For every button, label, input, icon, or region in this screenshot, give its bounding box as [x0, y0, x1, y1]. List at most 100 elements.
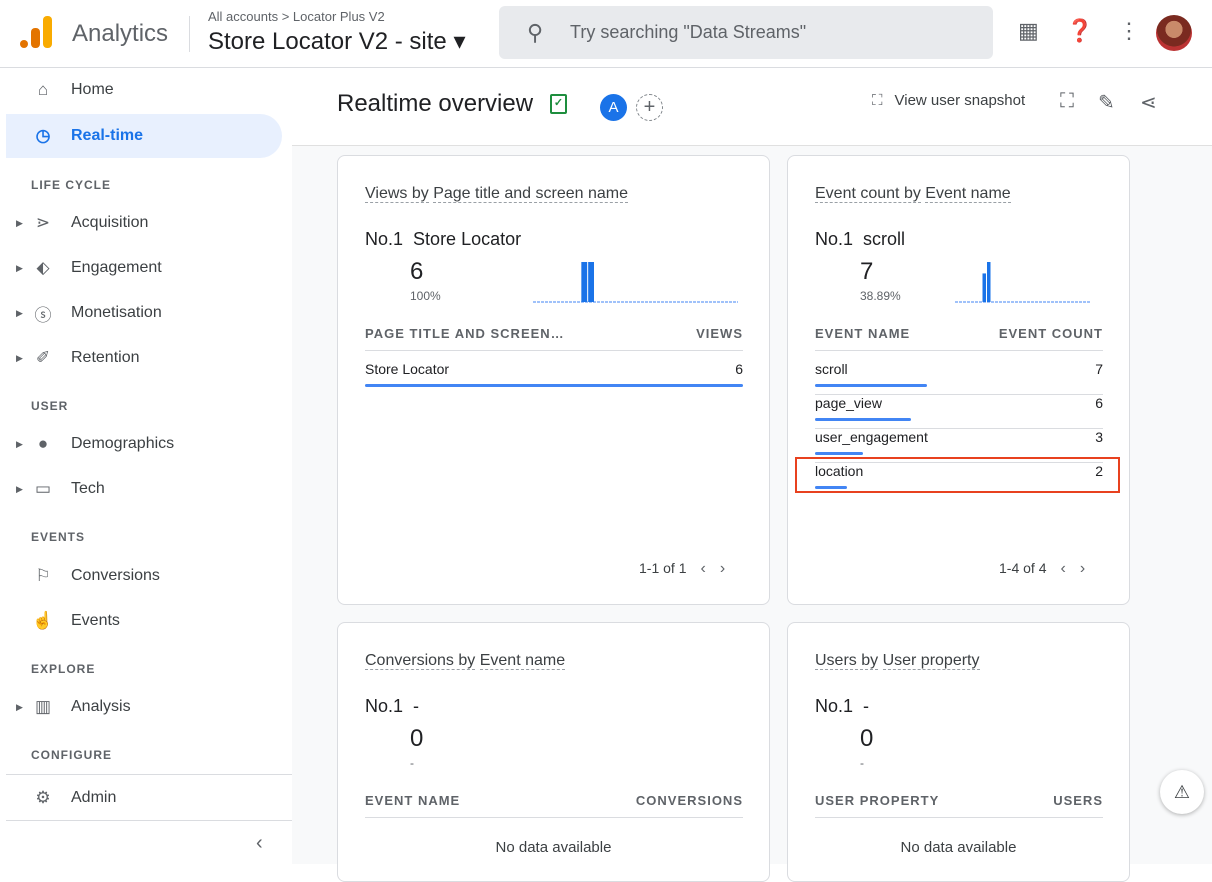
expand-icon: ▶	[16, 217, 23, 228]
section-configure: CONFIGURE	[31, 748, 112, 762]
sidebar-item-admin[interactable]: ⚙ Admin	[6, 776, 282, 820]
sidebar-item-analysis[interactable]: ▶ ▥ Analysis	[6, 685, 282, 729]
row-value: 2	[1095, 463, 1103, 479]
tag-icon: ⬖	[36, 258, 50, 277]
row-label: user_engagement	[815, 429, 928, 445]
top-item-name: -	[863, 696, 870, 716]
divider	[815, 462, 1103, 463]
feedback-button[interactable]: ⚠	[1160, 770, 1204, 814]
row-value: 6	[735, 361, 743, 377]
column-header[interactable]: PAGE TITLE AND SCREEN…	[365, 326, 565, 341]
metric-selector[interactable]: Users by	[815, 652, 879, 670]
devices-icon: ▭	[34, 479, 52, 498]
rank: No.1	[815, 229, 854, 249]
search-icon: ⚲	[527, 20, 544, 45]
label: Analysis	[71, 698, 131, 715]
table-header: EVENT NAME EVENT COUNT	[815, 326, 1103, 341]
divider	[815, 394, 1103, 395]
label: Conversions	[71, 567, 160, 584]
sparkline	[955, 262, 1090, 303]
property-selector[interactable]: Store Locator V2 - site ▾	[208, 28, 466, 55]
sidebar-item-conversions[interactable]: ⚐ Conversions	[6, 554, 282, 598]
top-item-name: -	[413, 696, 420, 716]
sparkline-bar	[987, 262, 991, 302]
collapse-sidebar-icon[interactable]: ‹	[256, 832, 263, 854]
gear-icon: ⚙	[35, 788, 51, 807]
breadcrumb[interactable]: All accounts > Locator Plus V2	[208, 9, 385, 24]
column-header[interactable]: CONVERSIONS	[635, 793, 743, 808]
dimension-selector[interactable]: User property	[882, 652, 980, 670]
section-explore: EXPLORE	[31, 662, 96, 676]
label: Home	[71, 81, 114, 98]
section-events: EVENTS	[31, 530, 86, 544]
metric-selector[interactable]: Views by	[365, 185, 429, 203]
report-check-icon[interactable]: ✓	[550, 94, 567, 114]
row-share-bar	[815, 452, 864, 455]
sparkline	[533, 262, 738, 303]
prev-page-icon[interactable]: ‹	[1060, 560, 1066, 577]
customize-report-icon[interactable]: ✎	[1098, 92, 1115, 114]
page-range: 1-1 of 1	[639, 560, 687, 576]
conversions-card: Conversions by Event name No.1 - 0 - EVE…	[337, 622, 770, 882]
table-row[interactable]: user_engagement 3	[815, 429, 1103, 463]
label: Retention	[71, 349, 140, 366]
column-header[interactable]: USERS	[1053, 793, 1103, 808]
divider	[6, 774, 292, 775]
column-header[interactable]: EVENT NAME	[815, 326, 911, 341]
touch-icon: ☝	[32, 611, 54, 630]
metric-selector[interactable]: Conversions by	[365, 652, 476, 670]
table-row[interactable]: page_view 6	[815, 395, 1103, 429]
table-row[interactable]: scroll 7	[815, 361, 1103, 395]
sparkline-bar	[581, 262, 588, 302]
table-row[interactable]: location 2	[815, 463, 1103, 497]
next-page-icon[interactable]: ›	[719, 560, 726, 577]
prev-page-icon[interactable]: ‹	[700, 560, 706, 577]
dimension-selector[interactable]: Event name	[479, 652, 566, 670]
sidebar-item-realtime[interactable]: ◷ Real-time	[6, 114, 282, 158]
apps-grid-icon[interactable]: ▦	[1018, 18, 1039, 43]
page-range: 1-4 of 4	[999, 560, 1047, 576]
sidebar-item-monetisation[interactable]: ▶ ⓢ Monetisation	[6, 291, 282, 335]
sidebar-item-demographics[interactable]: ▶ ● Demographics	[6, 422, 282, 466]
help-icon[interactable]: ❓	[1066, 18, 1094, 43]
column-header[interactable]: VIEWS	[696, 326, 743, 341]
avatar[interactable]	[1156, 15, 1192, 51]
sidebar-item-tech[interactable]: ▶ ▭ Tech	[6, 467, 282, 511]
divider	[189, 16, 190, 52]
row-share-bar	[815, 384, 927, 387]
column-header[interactable]: EVENT NAME	[365, 793, 461, 808]
analytics-logo[interactable]	[20, 16, 54, 48]
sidebar-item-events[interactable]: ☝ Events	[6, 599, 282, 643]
table-header: PAGE TITLE AND SCREEN… VIEWS	[365, 326, 743, 341]
table-row[interactable]: Store Locator 6	[365, 361, 743, 395]
sidebar-item-engagement[interactable]: ▶ ⬖ Engagement	[6, 246, 282, 290]
dimension-selector[interactable]: Page title and screen name	[433, 185, 628, 203]
clock-icon: ◷	[35, 126, 51, 145]
rank: No.1	[815, 696, 854, 716]
dimension-selector[interactable]: Event name	[925, 185, 1011, 203]
comparison-badge[interactable]: A	[600, 94, 627, 121]
more-vert-icon[interactable]: ⋮	[1118, 18, 1140, 43]
top-item: No.1 -	[815, 696, 869, 717]
label: View user snapshot	[894, 92, 1026, 109]
sidebar-item-retention[interactable]: ▶ ✐ Retention	[6, 336, 282, 380]
fullscreen-icon[interactable]: ⛶	[1060, 90, 1074, 112]
row-label: Store Locator	[365, 361, 450, 377]
column-header[interactable]: EVENT COUNT	[998, 326, 1103, 341]
metric-selector[interactable]: Event count by	[815, 185, 921, 203]
no-data-message: No data available	[495, 839, 612, 856]
sidebar-item-acquisition[interactable]: ▶ ⋗ Acquisition	[6, 201, 282, 245]
view-user-snapshot-button[interactable]: ⛶ View user snapshot	[872, 92, 1025, 109]
next-page-icon[interactable]: ›	[1079, 560, 1086, 577]
add-comparison-button[interactable]: +	[636, 94, 663, 121]
divider	[815, 350, 1103, 351]
card-title: Conversions by Event name	[365, 652, 566, 670]
sidebar-item-home[interactable]: ⌂ Home	[6, 68, 282, 112]
table-header: EVENT NAME CONVERSIONS	[365, 793, 743, 808]
top-percent: 100%	[410, 289, 441, 303]
row-value: 6	[1095, 395, 1103, 411]
share-icon[interactable]: ⋖	[1140, 92, 1157, 114]
column-header[interactable]: USER PROPERTY	[815, 793, 940, 808]
search-input[interactable]: ⚲ Try searching "Data Streams"	[499, 6, 993, 59]
card-title: Users by User property	[815, 652, 980, 670]
